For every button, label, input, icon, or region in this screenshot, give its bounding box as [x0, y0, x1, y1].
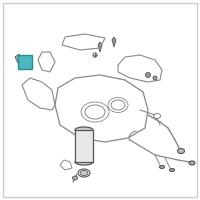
Bar [18, 55, 32, 69]
Polygon shape [112, 37, 116, 47]
Bar [75, 130, 93, 162]
Ellipse shape [160, 166, 164, 168]
Ellipse shape [153, 76, 157, 80]
Ellipse shape [23, 60, 27, 64]
Ellipse shape [72, 176, 78, 180]
Ellipse shape [80, 170, 88, 176]
Ellipse shape [75, 127, 93, 133]
Ellipse shape [22, 58, 29, 66]
Ellipse shape [146, 72, 151, 77]
Ellipse shape [75, 159, 93, 165]
Ellipse shape [178, 148, 184, 154]
Polygon shape [15, 54, 22, 63]
Polygon shape [98, 42, 102, 52]
Ellipse shape [170, 168, 174, 171]
Ellipse shape [189, 161, 195, 165]
